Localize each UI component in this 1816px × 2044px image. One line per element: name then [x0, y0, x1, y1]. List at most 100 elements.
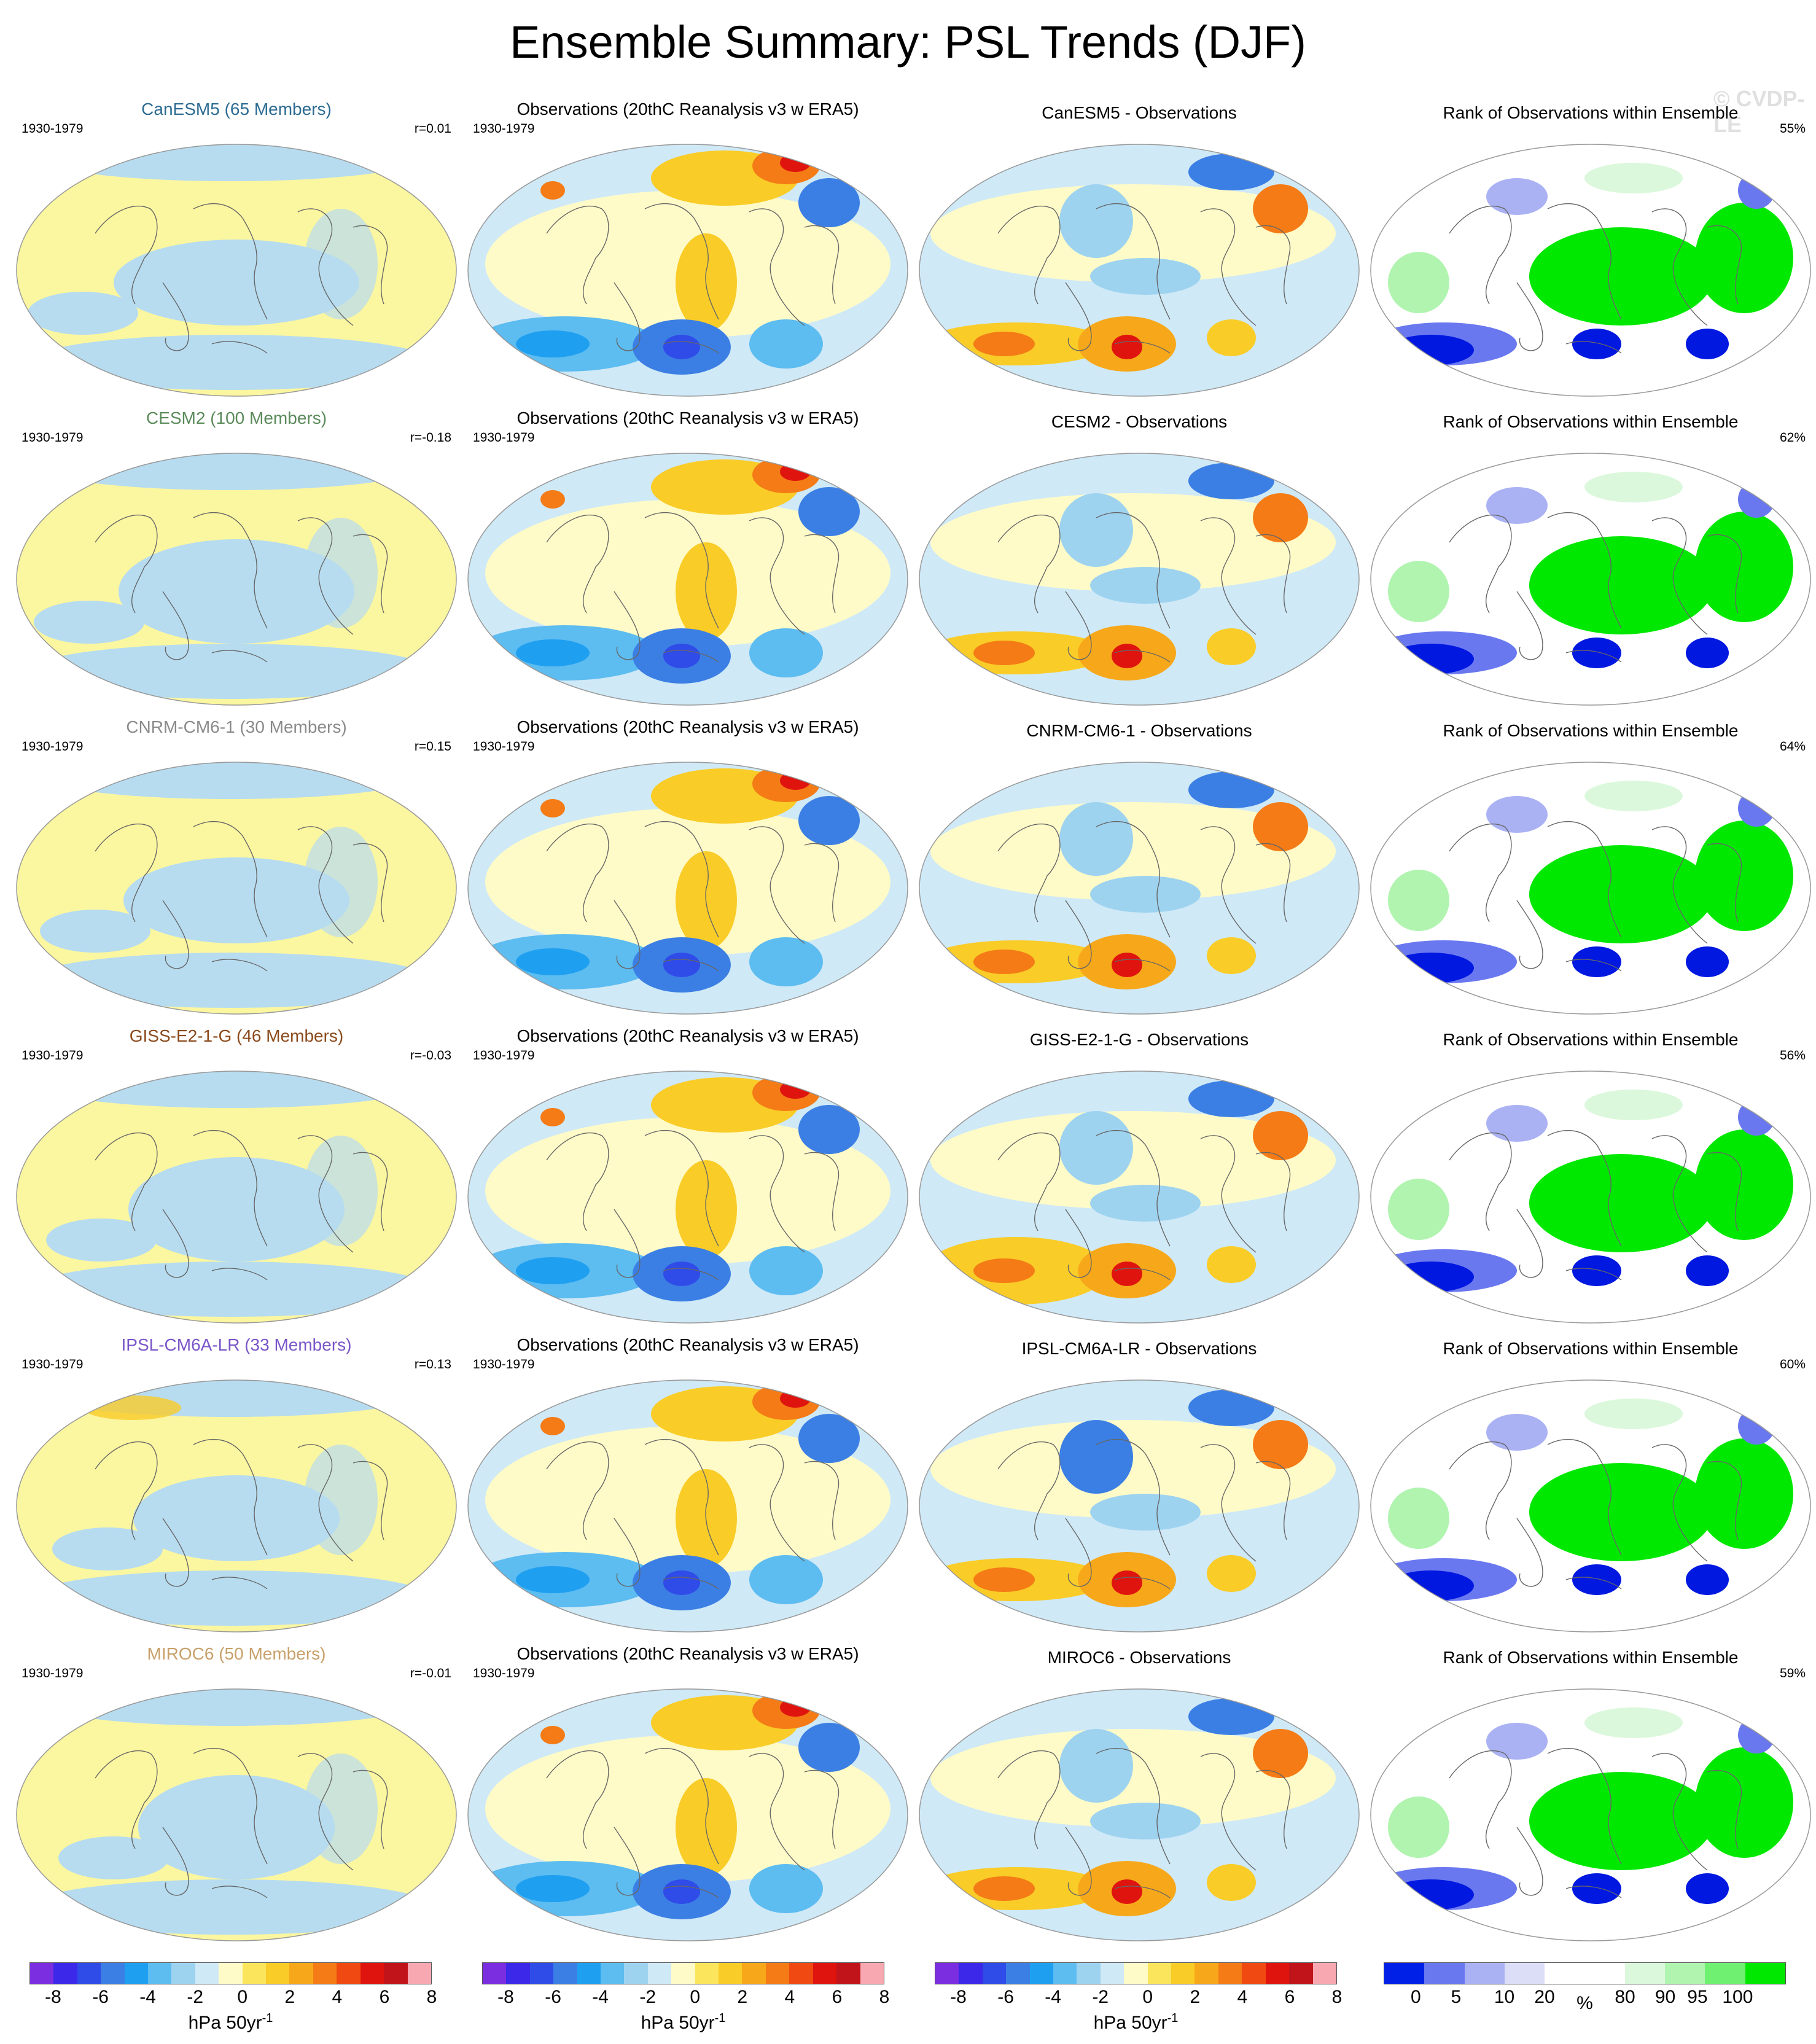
colorbar-tick-label: -2	[187, 1987, 204, 2007]
obs-title: Observations (20thC Reanalysis v3 w ERA5…	[516, 1026, 859, 1045]
diff-panel-row1: CanESM5 - Observations	[912, 98, 1366, 405]
colorbar-tick-label: 0	[1142, 1987, 1153, 2007]
correlation-label: r=0.01	[414, 122, 451, 136]
rank-panel-row2: Rank of Observations within Ensemble 62%	[1363, 407, 1816, 714]
colorbar-tick-label: -6	[997, 1987, 1014, 2007]
colorbar-tick-label: 0	[237, 1987, 248, 2007]
rank-map	[1363, 141, 1816, 399]
colorbar-tick-label: 100	[1722, 1987, 1753, 2007]
colorbar-tick-label: %	[1576, 1993, 1593, 2013]
obs-map	[461, 450, 915, 708]
colorbar-tick-label: 2	[284, 1987, 295, 2007]
colorbar-swatch	[647, 1963, 672, 1984]
colorbar-swatch	[624, 1963, 648, 1984]
colorbar-swatch	[1745, 1963, 1785, 1984]
period-label: 1930-1979	[473, 431, 535, 445]
obs-title: Observations (20thC Reanalysis v3 w ERA5…	[516, 1335, 859, 1354]
colorbar-tick-label: 80	[1615, 1987, 1635, 2007]
colorbar-swatch	[1194, 1963, 1218, 1984]
rank-title: Rank of Observations within Ensemble	[1443, 412, 1739, 431]
rank-title: Rank of Observations within Ensemble	[1443, 103, 1739, 122]
rank-title: Rank of Observations within Ensemble	[1443, 721, 1739, 740]
rank-percent-label: 64%	[1779, 739, 1806, 754]
diff-title: CESM2 - Observations	[1051, 412, 1228, 431]
colorbar-swatch	[53, 1963, 77, 1984]
colorbar-tick-label: 0	[1411, 1987, 1421, 2007]
colorbar-unit: hPa 50yr-1	[1093, 2011, 1179, 2033]
diff-title: CanESM5 - Observations	[1042, 103, 1237, 122]
rank-map	[1363, 1377, 1816, 1635]
colorbar-swatch	[1705, 1963, 1745, 1984]
colorbar-swatch	[1504, 1963, 1545, 1984]
colorbar-swatch	[601, 1963, 625, 1984]
rank-percent-label: 60%	[1779, 1357, 1806, 1371]
colorbar-swatch	[1584, 1963, 1625, 1984]
obs-map	[461, 1068, 915, 1326]
trend-colorbar-2: -8 -6 -4 -2 0 2 4 6 8 hPa 50yr-1	[482, 1962, 889, 2034]
model-title: CNRM-CM6-1 (30 Members)	[126, 717, 347, 736]
diff-map	[912, 141, 1366, 399]
colorbar-ticks: -8 -6 -4 -2 0 2 4 6 8	[482, 1984, 889, 2009]
colorbar-tick-label: 90	[1654, 1987, 1676, 2007]
colorbar-ticks: 0 5 10 20% 80 90 95 100	[1384, 1984, 1786, 2013]
colorbar-swatch	[1384, 1963, 1425, 1984]
obs-map	[461, 141, 915, 399]
colorbar-swatch	[1077, 1963, 1101, 1984]
colorbar-swatch	[719, 1963, 742, 1984]
colorbar-swatch	[313, 1963, 337, 1984]
rank-map	[1363, 759, 1816, 1017]
colorbar-swatch	[1147, 1963, 1172, 1984]
colorbar-swatch	[242, 1963, 267, 1984]
period-label: 1930-1979	[21, 1048, 84, 1063]
colorbar-unit: hPa 50yr-1	[188, 2011, 273, 2033]
colorbar-ticks: -8 -6 -4 -2 0 2 4 6 8	[29, 1984, 437, 2009]
period-label: 1930-1979	[473, 1357, 535, 1371]
model-map	[9, 1377, 464, 1635]
colorbar-swatch	[982, 1963, 1007, 1984]
colorbar-unit: hPa 50yr-1	[641, 2011, 726, 2033]
correlation-label: r=0.13	[414, 1357, 451, 1371]
model-title: IPSL-CM6A-LR (33 Members)	[121, 1335, 352, 1354]
colorbar-swatch	[1218, 1963, 1242, 1984]
model-map	[9, 1686, 464, 1944]
colorbar-tick-label: 8	[1331, 1987, 1343, 2007]
obs-title: Observations (20thC Reanalysis v3 w ERA5…	[516, 99, 859, 119]
diff-panel-row2: CESM2 - Observations	[912, 407, 1366, 714]
colorbar-swatch	[407, 1963, 431, 1984]
period-label: 1930-1979	[21, 431, 84, 445]
model-panel-row5: IPSL-CM6A-LR (33 Members) 1930-1979 r=0.13	[9, 1334, 464, 1641]
colorbar-tick-label: -6	[545, 1987, 561, 2007]
colorbar-tick-label: -8	[950, 1987, 967, 2007]
colorbar-tick-label: 6	[1284, 1987, 1295, 2007]
diff-panel-row5: IPSL-CM6A-LR - Observations	[912, 1334, 1366, 1641]
rank-map	[1363, 1068, 1816, 1326]
rank-title: Rank of Observations within Ensemble	[1443, 1030, 1739, 1049]
colorbar-cells	[29, 1962, 432, 1984]
rank-title: Rank of Observations within Ensemble	[1443, 1648, 1739, 1667]
colorbar-tick-label: 8	[879, 1987, 890, 2007]
colorbar-swatch	[148, 1963, 172, 1984]
colorbar-swatch	[742, 1963, 766, 1984]
colorbar-tick-label: 8	[426, 1987, 437, 2007]
colorbar-swatch	[483, 1963, 507, 1984]
obs-panel-row3: Observations (20thC Reanalysis v3 w ERA5…	[461, 716, 915, 1023]
rank-percent-label: 56%	[1779, 1048, 1806, 1063]
diff-title: MIROC6 - Observations	[1047, 1648, 1231, 1667]
colorbar-ticks: -8 -6 -4 -2 0 2 4 6 8	[935, 1984, 1342, 2009]
colorbar-tick-label: 2	[1190, 1987, 1201, 2007]
rank-panel-row3: Rank of Observations within Ensemble 64%	[1363, 716, 1816, 1023]
obs-map	[461, 1377, 915, 1635]
rank-title: Rank of Observations within Ensemble	[1443, 1339, 1739, 1358]
obs-title: Observations (20thC Reanalysis v3 w ERA5…	[516, 1644, 859, 1663]
period-label: 1930-1979	[473, 1666, 535, 1680]
model-map	[9, 450, 464, 708]
correlation-label: r=0.15	[414, 739, 451, 754]
model-panel-row6: MIROC6 (50 Members) 1930-1979 r=-0.01	[9, 1643, 464, 1950]
model-map	[9, 1068, 464, 1326]
diff-panel-row3: CNRM-CM6-1 - Observations	[912, 716, 1366, 1023]
colorbar-tick-label: -2	[1092, 1987, 1109, 2007]
colorbar-tick-label: -6	[92, 1987, 109, 2007]
colorbar-tick-label: -8	[45, 1987, 61, 2007]
colorbar-swatch	[671, 1963, 695, 1984]
colorbar-swatch	[195, 1963, 219, 1984]
